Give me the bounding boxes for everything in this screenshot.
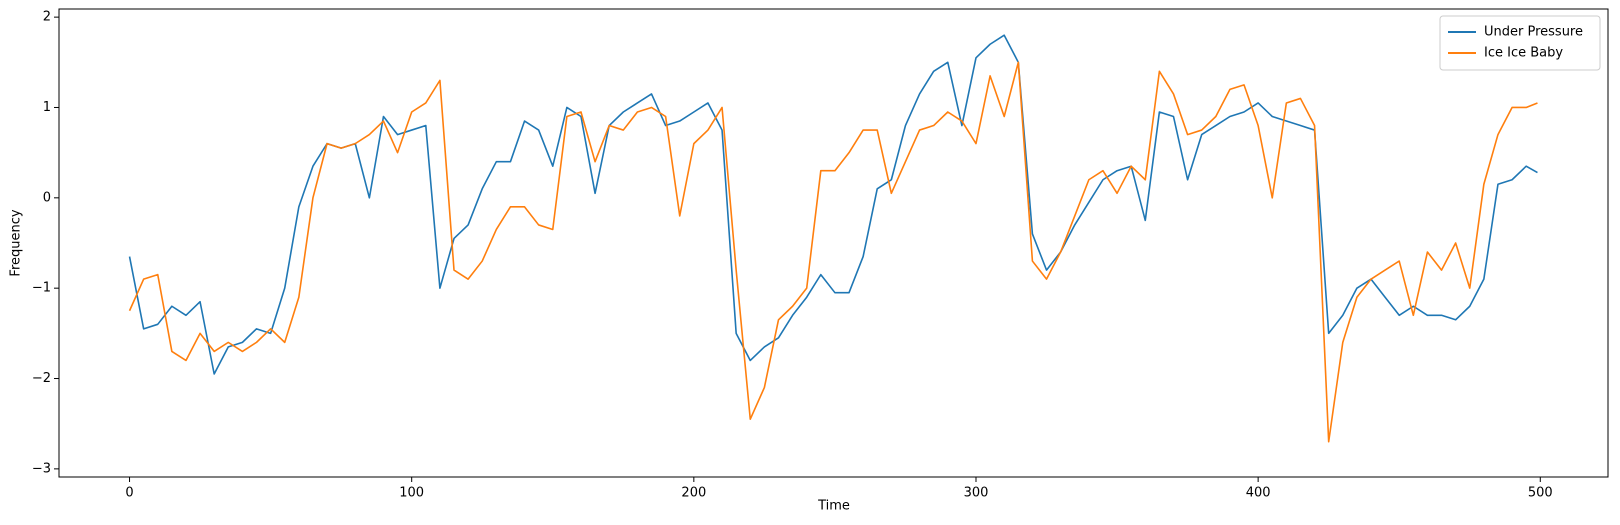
legend-label: Ice Ice Baby — [1484, 46, 1563, 61]
legend: Under Pressure Ice Ice Baby — [1439, 15, 1601, 71]
legend-box — [1439, 15, 1601, 71]
line — [128, 61, 1538, 443]
legend-label: Under Pressure — [1484, 25, 1583, 40]
x-tick-label: 100 — [399, 486, 424, 501]
line — [128, 34, 1538, 375]
y-tick-label: −3 — [32, 461, 51, 476]
plot-frame — [58, 8, 1609, 478]
y-tick-label: 1 — [43, 100, 51, 115]
y-tick-label: −1 — [32, 281, 51, 296]
y-axis-label: Frequency — [9, 209, 24, 276]
x-axis-label: Time — [817, 499, 850, 514]
y-tick-label: −2 — [32, 371, 51, 386]
x-tick-label: 0 — [125, 486, 133, 501]
y-tick-label: 2 — [43, 10, 51, 25]
y-tick-label: 0 — [43, 190, 51, 205]
x-tick-label: 200 — [681, 486, 706, 501]
x-tick-label: 400 — [1246, 486, 1271, 501]
x-tick-label: 500 — [1528, 486, 1553, 501]
x-tick-label: 300 — [964, 486, 989, 501]
